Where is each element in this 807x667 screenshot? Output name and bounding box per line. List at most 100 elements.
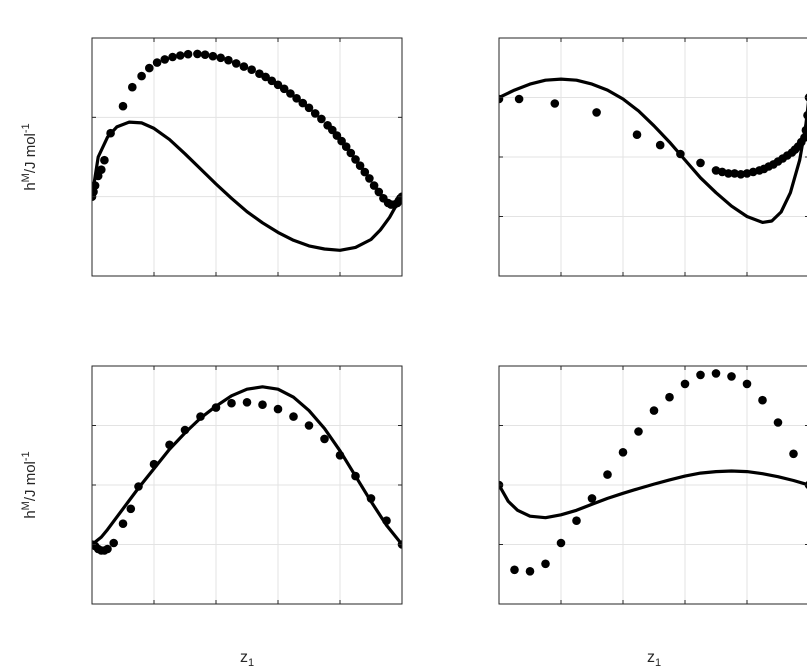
data-point xyxy=(109,538,118,548)
data-point xyxy=(310,109,320,118)
data-point xyxy=(267,76,277,86)
data-point xyxy=(193,49,202,59)
x-label-sub: 1 xyxy=(655,657,661,667)
x-label-main: z xyxy=(240,649,248,666)
data-point xyxy=(137,71,146,81)
data-point xyxy=(152,58,162,67)
data-point xyxy=(247,65,256,74)
data-point xyxy=(273,80,283,90)
data-point xyxy=(572,516,581,525)
data-point xyxy=(242,398,252,407)
data-point xyxy=(176,51,185,60)
y-label-unit-sup: -1 xyxy=(20,451,32,461)
data-point xyxy=(216,53,225,63)
x-label-main: z xyxy=(647,649,655,666)
y-label-unit: /J mol xyxy=(22,133,39,173)
data-point xyxy=(727,372,736,381)
x-axis-label: z1 xyxy=(647,649,661,667)
figure-content: hM/J mol-1hM/J mol-1z1 z1 xyxy=(20,37,807,667)
data-point xyxy=(665,392,674,402)
data-point xyxy=(758,395,767,405)
model-curve xyxy=(499,469,807,520)
data-point xyxy=(286,89,295,98)
data-point xyxy=(369,181,379,190)
x-label-sub: 1 xyxy=(248,657,254,667)
data-point xyxy=(304,103,314,113)
data-point xyxy=(208,51,218,61)
axes-box xyxy=(91,37,403,277)
y-label-main: h xyxy=(22,182,39,190)
data-point xyxy=(550,99,560,108)
data-point xyxy=(298,98,308,108)
y-label-sup: M xyxy=(20,173,32,182)
data-point xyxy=(789,449,798,459)
data-point xyxy=(224,55,233,65)
data-layer xyxy=(499,369,807,576)
data-point xyxy=(742,379,752,389)
data-point xyxy=(292,94,301,103)
data-point xyxy=(168,52,177,62)
data-point xyxy=(341,142,351,151)
data-point xyxy=(118,519,128,528)
data-point xyxy=(618,448,628,457)
data-point xyxy=(556,538,566,548)
y-label-sup: M xyxy=(20,501,32,510)
data-point xyxy=(587,494,597,503)
data-point xyxy=(128,82,137,92)
data-layer xyxy=(92,385,402,555)
data-point xyxy=(160,55,170,64)
data-point xyxy=(696,158,705,168)
data-point xyxy=(103,544,112,554)
panel-d: z1 xyxy=(498,365,807,667)
data-point xyxy=(510,565,519,575)
data-point xyxy=(680,379,690,389)
data-point xyxy=(320,434,329,444)
data-point xyxy=(304,421,314,430)
data-point xyxy=(514,94,524,104)
data-point xyxy=(100,155,109,165)
model-curve xyxy=(92,120,402,252)
y-label-unit-sup: -1 xyxy=(20,123,32,133)
data-point xyxy=(118,101,128,111)
data-point xyxy=(289,412,298,421)
data-point xyxy=(592,108,601,117)
data-point xyxy=(258,400,267,410)
data-point xyxy=(541,559,550,569)
data-point xyxy=(355,161,365,170)
data-point xyxy=(231,59,241,68)
data-point xyxy=(696,370,705,380)
x-axis-label: z1 xyxy=(240,649,254,667)
data-point xyxy=(279,84,289,94)
data-point xyxy=(97,165,106,174)
data-point xyxy=(603,470,612,479)
panel-b xyxy=(498,37,807,277)
data-point xyxy=(374,187,384,197)
panel-c: hM/J mol-1 z1 xyxy=(20,365,403,667)
data-point xyxy=(239,62,249,71)
model-curve xyxy=(499,77,807,224)
data-point xyxy=(145,63,154,73)
data-point xyxy=(227,398,236,408)
data-point xyxy=(773,418,783,427)
data-point xyxy=(525,567,535,576)
data-point xyxy=(711,369,721,378)
data-point xyxy=(360,167,370,177)
panel-a: hM/J mol-1 xyxy=(20,37,403,277)
data-point xyxy=(655,140,665,150)
data-point xyxy=(261,72,270,82)
data-point xyxy=(346,148,356,158)
data-point xyxy=(200,50,210,59)
data-point xyxy=(317,114,326,124)
data-point xyxy=(183,49,193,59)
y-label-unit: /J mol xyxy=(22,461,39,501)
data-point xyxy=(273,404,283,414)
data-point xyxy=(351,155,360,164)
data-point xyxy=(126,504,136,514)
model-curve xyxy=(92,385,402,546)
data-layer xyxy=(499,77,807,224)
data-point xyxy=(649,406,659,415)
data-layer xyxy=(92,49,402,252)
y-label-main: h xyxy=(22,510,39,518)
data-point xyxy=(634,427,643,436)
